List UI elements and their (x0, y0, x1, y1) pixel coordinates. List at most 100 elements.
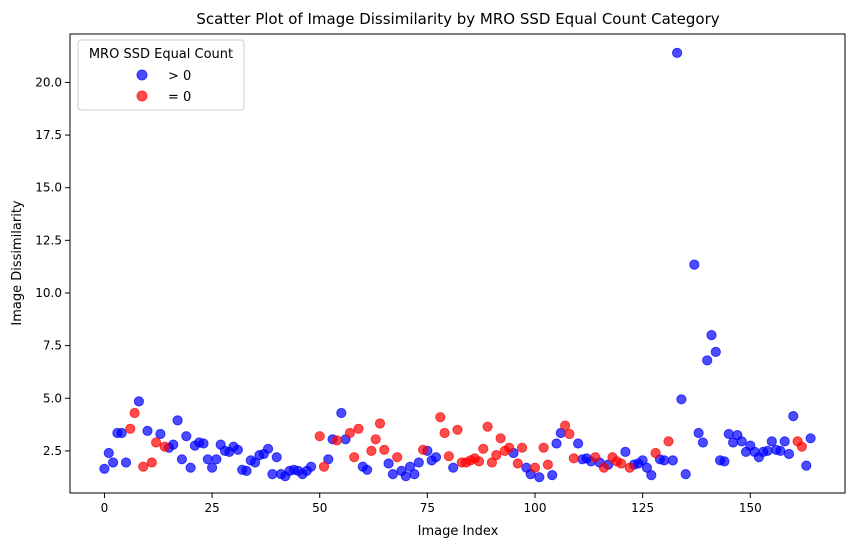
point-s1-35 (517, 442, 528, 453)
point-s1-7 (318, 461, 330, 472)
point-s1-18 (435, 412, 446, 423)
point-s0-25 (232, 444, 243, 455)
point-s0-58 (430, 452, 442, 463)
y-tick-label: 7.5 (43, 339, 62, 353)
point-s0-83 (676, 394, 687, 405)
point-s0-64 (547, 470, 558, 481)
point-s1-19 (439, 427, 450, 439)
legend-label-eq0: = 0 (168, 90, 191, 105)
point-s1-8 (331, 435, 342, 446)
point-s0-85 (689, 259, 700, 270)
point-s1-15 (379, 444, 390, 455)
y-tick-label: 15.0 (35, 181, 62, 195)
point-s0-52 (400, 471, 411, 482)
x-tick-label: 25 (204, 501, 219, 515)
x-tick-label: 75 (420, 501, 435, 515)
point-s0-42 (306, 461, 317, 472)
point-s1-38 (542, 459, 554, 470)
x-axis-label: Image Index (418, 524, 499, 539)
point-s1-1 (129, 407, 140, 419)
legend-marker-eq0 (136, 90, 148, 102)
point-s1-26 (473, 456, 485, 467)
y-tick-label: 2.5 (43, 444, 62, 458)
x-tick-label: 150 (739, 501, 762, 515)
point-s0-10 (168, 439, 179, 450)
point-s0-90 (710, 346, 721, 357)
point-s0-18 (202, 454, 213, 465)
point-s1-33 (504, 442, 515, 453)
point-s0-59 (448, 462, 459, 473)
point-s0-19 (207, 462, 218, 473)
point-s0-63 (534, 472, 545, 483)
point-s0-93 (723, 428, 734, 440)
point-s0-33 (267, 469, 278, 480)
point-s0-48 (362, 464, 373, 475)
point-s0-27 (241, 465, 252, 476)
legend-marker-gt0 (136, 69, 148, 81)
point-s0-106 (779, 436, 790, 447)
point-s0-17 (198, 438, 209, 449)
point-s1-28 (482, 421, 493, 432)
point-s1-13 (370, 434, 381, 445)
x-axis: 0 25 50 75 100 125 150 (101, 493, 762, 515)
x-tick-label: 125 (631, 501, 654, 515)
point-s1-17 (418, 444, 429, 455)
point-s1-37 (538, 442, 549, 453)
point-s0-13 (181, 431, 192, 442)
point-s1-0 (125, 423, 136, 434)
point-s0-11 (172, 415, 183, 426)
y-tick-label: 17.5 (35, 128, 62, 142)
plot-frame (69, 33, 846, 494)
point-s0-80 (659, 455, 670, 466)
point-s0-1 (103, 447, 114, 459)
y-tick-label: 20.0 (35, 75, 62, 89)
point-s0-78 (646, 470, 657, 481)
point-s0-67 (573, 438, 584, 449)
point-s0-50 (387, 469, 398, 480)
point-s1-11 (353, 423, 364, 434)
point-s1-46 (616, 458, 627, 469)
point-s0-86 (693, 427, 704, 439)
point-s1-39 (560, 420, 571, 431)
point-s0-73 (620, 446, 631, 457)
legend-box (77, 39, 245, 111)
point-s1-5 (159, 441, 170, 452)
legend-title: MRO SSD Equal Count (89, 47, 233, 62)
y-tick-label: 10.0 (35, 286, 62, 300)
point-s1-30 (491, 450, 502, 461)
point-s0-102 (762, 445, 773, 456)
point-s0-6 (133, 396, 144, 407)
point-s0-2 (108, 457, 119, 468)
point-s1-42 (590, 452, 601, 463)
point-s0-87 (697, 437, 709, 448)
point-s1-51 (796, 441, 808, 452)
point-s0-7 (142, 425, 153, 436)
point-s1-4 (151, 437, 162, 448)
point-s0-65 (551, 438, 562, 449)
point-s0-14 (185, 462, 196, 473)
point-s1-41 (568, 453, 579, 464)
point-s1-6 (314, 431, 325, 442)
point-s0-53 (405, 461, 416, 472)
point-s0-54 (409, 469, 420, 480)
point-s1-36 (529, 462, 541, 473)
x-tick-label: 100 (524, 501, 547, 515)
point-s1-16 (392, 452, 403, 463)
point-s0-108 (788, 411, 799, 422)
point-s0-105 (775, 445, 786, 456)
point-s0-55 (413, 457, 424, 468)
point-s1-10 (349, 452, 360, 463)
point-s0-103 (766, 436, 777, 447)
point-s0-96 (736, 436, 747, 447)
point-s0-92 (719, 456, 730, 467)
point-s1-49 (663, 436, 674, 447)
point-s0-20 (211, 454, 222, 465)
x-tick-label: 50 (312, 501, 327, 515)
point-s0-89 (706, 330, 717, 341)
point-s0-77 (641, 462, 653, 473)
point-s0-107 (783, 448, 795, 460)
point-s0-84 (680, 469, 691, 480)
point-s1-9 (344, 427, 355, 439)
point-s1-31 (495, 433, 506, 444)
